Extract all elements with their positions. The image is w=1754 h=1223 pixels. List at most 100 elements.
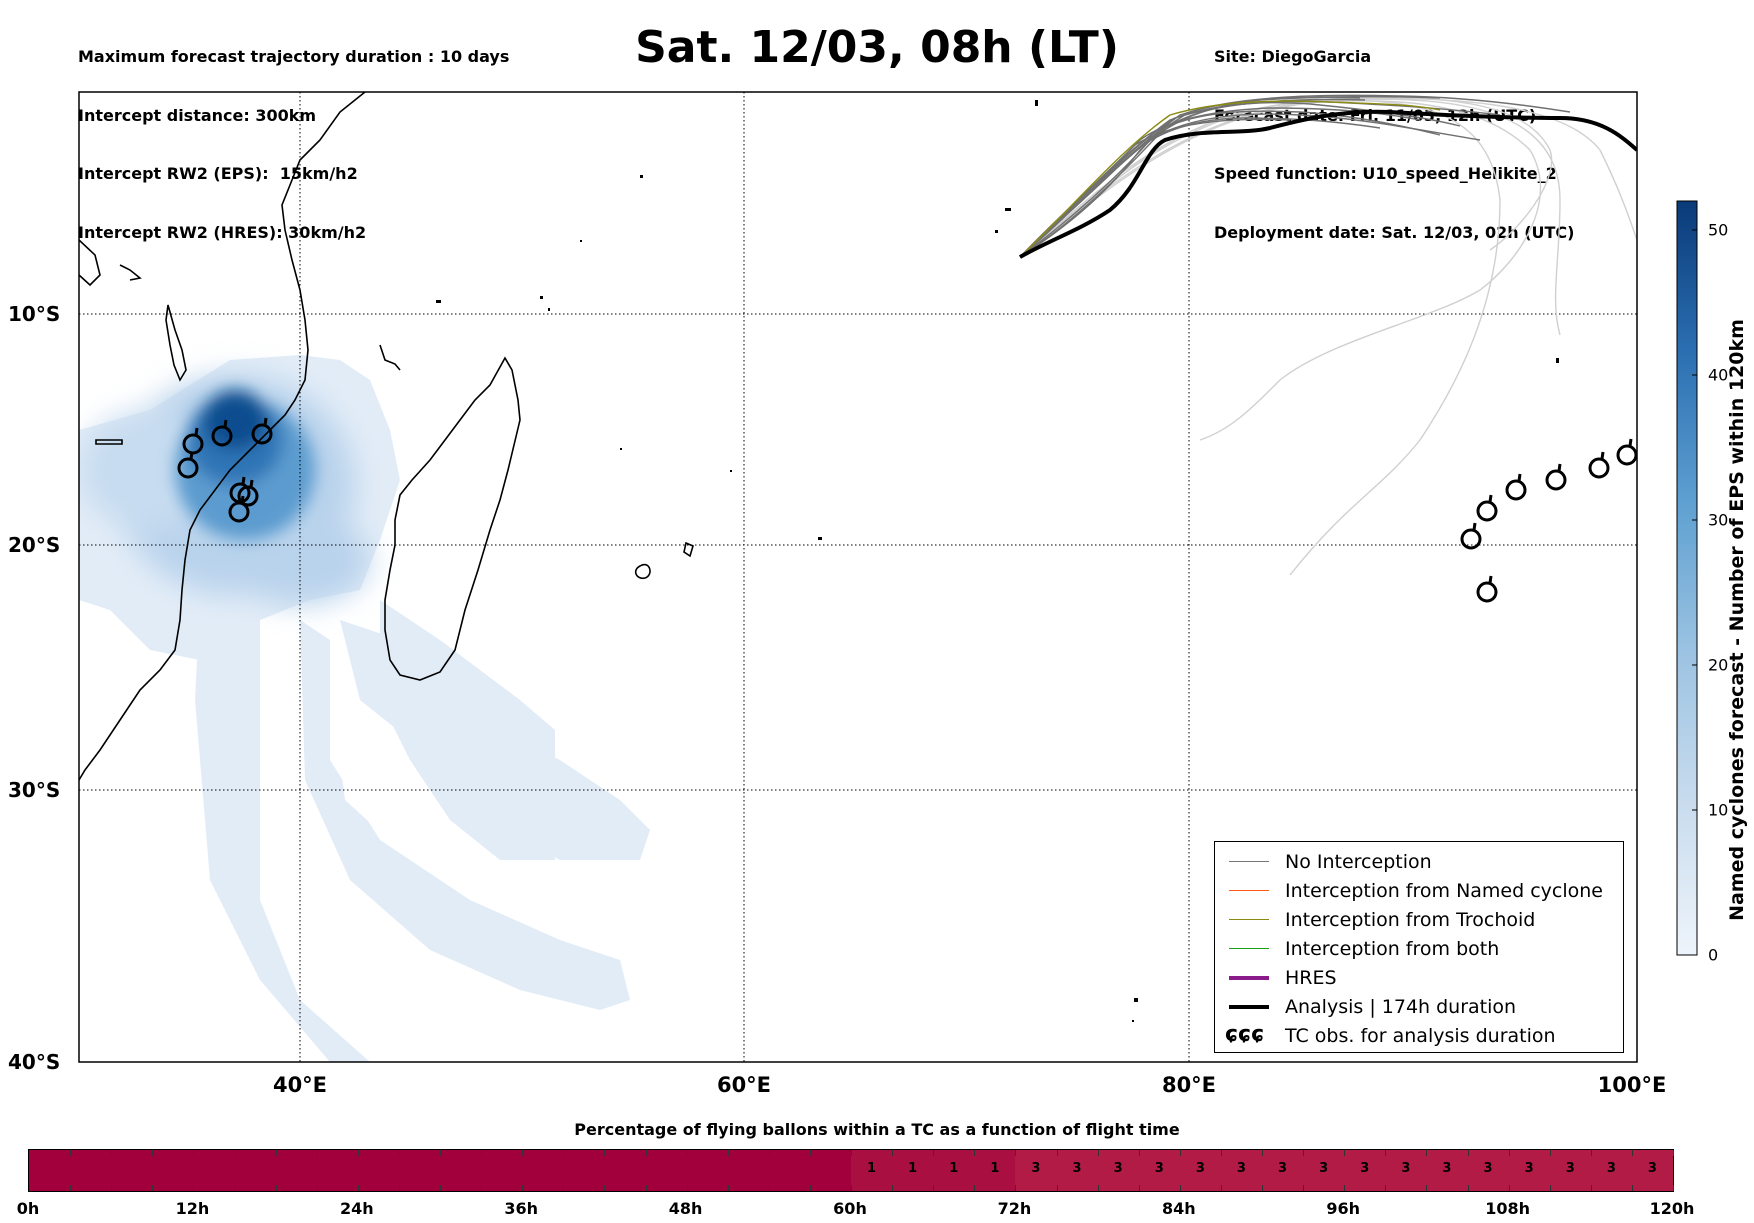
flight-bar-tick-mark bbox=[933, 1150, 935, 1156]
tc-observations bbox=[177, 417, 1637, 603]
flight-bar-tick-mark bbox=[522, 1185, 524, 1191]
flight-bar-value: 3 bbox=[1360, 1161, 1370, 1176]
flight-bar-tick-mark bbox=[1344, 1150, 1346, 1156]
flight-bar-tick-mark bbox=[29, 1185, 30, 1191]
flight-bar-tick-mark bbox=[1673, 1150, 1674, 1156]
flight-bar-tick-mark bbox=[1220, 1185, 1222, 1191]
flight-bar-tick-label: 96h bbox=[1326, 1199, 1361, 1218]
flight-bar-tick-mark bbox=[892, 1150, 894, 1156]
flight-bar-tick-mark bbox=[1097, 1185, 1099, 1191]
legend-swatch bbox=[1229, 861, 1269, 862]
flight-bar-tick-label: 108h bbox=[1485, 1199, 1530, 1218]
colorbar-tick-label: 0 bbox=[1708, 945, 1719, 965]
flight-bar-tick-mark bbox=[974, 1150, 976, 1156]
flight-bar-tick-mark bbox=[686, 1150, 688, 1156]
flight-bar-tick-mark bbox=[1590, 1185, 1592, 1191]
flight-bar-tick-mark bbox=[1179, 1185, 1181, 1191]
flight-bar-value: 3 bbox=[1236, 1161, 1246, 1176]
flight-bar-tick-mark bbox=[1549, 1150, 1551, 1156]
legend-label: Analysis | 174h duration bbox=[1285, 996, 1517, 1018]
flight-bar-segment bbox=[851, 1150, 1016, 1191]
ensemble-trajectories bbox=[1019, 94, 1637, 576]
legend-item-no-interception: No Interception bbox=[1223, 848, 1619, 876]
colorbar-tick-label: 30 bbox=[1708, 510, 1729, 530]
flight-bar-tick-mark bbox=[1385, 1150, 1387, 1156]
flight-bar-tick-mark bbox=[1056, 1150, 1058, 1156]
flight-bar-tick-label: 0h bbox=[16, 1199, 40, 1218]
lat-label: 40°S bbox=[8, 1050, 61, 1074]
flight-bar-tick-mark bbox=[1631, 1185, 1633, 1191]
flight-bar-tick-mark bbox=[522, 1150, 524, 1156]
coastlines bbox=[79, 92, 694, 781]
site-line: Site: DiegoGarcia bbox=[1214, 47, 1372, 66]
flight-bar-tick-label: 48h bbox=[668, 1199, 703, 1218]
flight-bar-tick-mark bbox=[193, 1185, 195, 1191]
legend-swatch bbox=[1229, 890, 1269, 891]
coast-segment bbox=[379, 344, 401, 371]
legend-swatch bbox=[1229, 919, 1269, 920]
analysis-track bbox=[1019, 109, 1637, 259]
flight-bar-title: Percentage of flying ballons within a TC… bbox=[574, 1120, 1180, 1139]
param-line: Intercept distance: 300km bbox=[78, 105, 317, 125]
flight-bar-tick-mark bbox=[357, 1185, 359, 1191]
flight-bar-tick-mark bbox=[111, 1150, 113, 1156]
lon-label: 40°E bbox=[272, 1073, 328, 1097]
lat-label: 10°S bbox=[8, 302, 61, 326]
flight-bar-tick-mark bbox=[604, 1150, 606, 1156]
island bbox=[683, 541, 694, 558]
flight-bar-value: 3 bbox=[1278, 1161, 1288, 1176]
flight-bar-tick-mark bbox=[933, 1185, 935, 1191]
lat-label: 20°S bbox=[8, 533, 61, 557]
flight-bar-tick-mark bbox=[481, 1185, 483, 1191]
flight-bar-tick-mark bbox=[1220, 1150, 1222, 1156]
site-line: Speed function: U10_speed_Helikite_2 bbox=[1214, 164, 1557, 183]
legend-swatch bbox=[1229, 976, 1269, 980]
colorbar-title: Named cyclones forecast - Number of EPS … bbox=[1726, 319, 1748, 921]
colorbar bbox=[1676, 200, 1698, 956]
flight-bar-tick-label: 36h bbox=[504, 1199, 539, 1218]
map-frame bbox=[78, 91, 1638, 1063]
legend-item-trochoid: Interception from Trochoid bbox=[1223, 906, 1619, 934]
flight-bar-tick-mark bbox=[440, 1185, 441, 1191]
flight-bar-tick-mark bbox=[275, 1185, 277, 1191]
island bbox=[95, 439, 123, 445]
flight-bar-tick-mark bbox=[892, 1185, 894, 1191]
flight-bar-value: 3 bbox=[1483, 1161, 1493, 1176]
flight-bar-value: 3 bbox=[1442, 1161, 1452, 1176]
flight-bar-tick-mark bbox=[727, 1185, 729, 1191]
legend-label: No Interception bbox=[1285, 851, 1432, 873]
flight-bar-tick-mark bbox=[768, 1150, 770, 1156]
flight-bar-tick-mark bbox=[234, 1150, 236, 1156]
flight-bar-tick-mark bbox=[440, 1150, 441, 1156]
param-line: Maximum forecast trajectory duration : 1… bbox=[78, 47, 510, 66]
flight-bar-tick-mark bbox=[604, 1185, 606, 1191]
flight-bar-tick-label: 60h bbox=[833, 1199, 867, 1218]
legend-label: Interception from Trochoid bbox=[1285, 909, 1536, 931]
flight-bar-value: 3 bbox=[1195, 1161, 1205, 1176]
small-islands bbox=[436, 100, 1559, 1022]
colorbar-tick-label: 40 bbox=[1708, 365, 1729, 385]
colorbar-tick-label: 10 bbox=[1708, 800, 1729, 820]
flight-bar-tick-mark bbox=[398, 1185, 400, 1191]
flight-bar-segment bbox=[1015, 1150, 1673, 1191]
flight-bar-tick-mark bbox=[1426, 1185, 1428, 1191]
flight-bar-tick-label: 24h bbox=[339, 1199, 374, 1218]
flight-bar-tick-mark bbox=[1179, 1150, 1181, 1156]
flight-bar-tick-mark bbox=[1303, 1150, 1305, 1156]
island bbox=[634, 563, 651, 580]
flight-bar-tick-mark bbox=[1138, 1150, 1140, 1156]
flight-bar-tick-mark bbox=[727, 1150, 729, 1156]
flight-bar-segment bbox=[29, 1150, 851, 1191]
flight-bar-tick-mark bbox=[1467, 1150, 1469, 1156]
flight-bar-tick-mark bbox=[563, 1185, 565, 1191]
lake bbox=[165, 304, 187, 382]
flight-bar-tick-label: 12h bbox=[175, 1199, 210, 1218]
coast-segment bbox=[79, 239, 101, 287]
flight-bar-value: 3 bbox=[1113, 1161, 1123, 1176]
lon-label: 100°E bbox=[1597, 1073, 1667, 1097]
flight-bar-tick-mark bbox=[1673, 1185, 1674, 1191]
legend-swatch bbox=[1229, 948, 1269, 949]
legend-item-hres: HRES bbox=[1223, 964, 1619, 992]
legend-label: TC obs. for analysis duration bbox=[1285, 1025, 1556, 1047]
